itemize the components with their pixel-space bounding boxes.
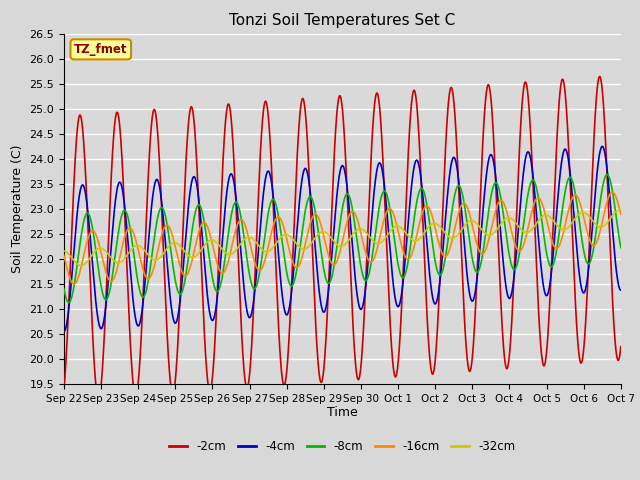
-32cm bbox=[77, 263, 85, 268]
-8cm bbox=[60, 286, 68, 292]
-4cm bbox=[598, 144, 606, 149]
-32cm bbox=[60, 248, 68, 254]
-2cm bbox=[184, 123, 192, 129]
Text: TZ_fmet: TZ_fmet bbox=[74, 43, 127, 56]
-8cm bbox=[429, 246, 437, 252]
-2cm bbox=[60, 385, 68, 391]
-2cm bbox=[246, 360, 254, 366]
-8cm bbox=[184, 256, 192, 262]
-32cm bbox=[616, 207, 624, 213]
-16cm bbox=[429, 216, 437, 222]
-4cm bbox=[502, 280, 509, 286]
-32cm bbox=[429, 221, 437, 227]
-8cm bbox=[65, 300, 72, 305]
-8cm bbox=[551, 255, 559, 261]
-2cm bbox=[502, 364, 509, 370]
Y-axis label: Soil Temperature (C): Soil Temperature (C) bbox=[11, 144, 24, 273]
-4cm bbox=[60, 329, 68, 335]
-4cm bbox=[170, 319, 178, 325]
X-axis label: Time: Time bbox=[327, 407, 358, 420]
-16cm bbox=[502, 206, 509, 212]
-8cm bbox=[171, 274, 179, 280]
-2cm bbox=[171, 383, 179, 389]
-4cm bbox=[617, 287, 625, 293]
-4cm bbox=[246, 314, 254, 320]
Line: -16cm: -16cm bbox=[64, 192, 621, 284]
-16cm bbox=[617, 211, 625, 217]
-32cm bbox=[551, 220, 559, 226]
-2cm bbox=[551, 177, 559, 183]
Line: -8cm: -8cm bbox=[64, 175, 621, 302]
-16cm bbox=[60, 252, 68, 258]
-2cm bbox=[617, 344, 625, 349]
Legend: -2cm, -4cm, -8cm, -16cm, -32cm: -2cm, -4cm, -8cm, -16cm, -32cm bbox=[164, 435, 520, 458]
Line: -4cm: -4cm bbox=[64, 146, 621, 332]
-8cm bbox=[604, 172, 611, 178]
-8cm bbox=[502, 230, 509, 236]
-2cm bbox=[596, 73, 604, 79]
-16cm bbox=[184, 270, 192, 276]
-8cm bbox=[617, 245, 625, 251]
-32cm bbox=[184, 252, 192, 258]
-4cm bbox=[551, 234, 559, 240]
-16cm bbox=[246, 243, 254, 249]
-32cm bbox=[502, 216, 509, 222]
-4cm bbox=[429, 295, 436, 301]
Line: -32cm: -32cm bbox=[64, 210, 621, 265]
-16cm bbox=[171, 241, 179, 247]
-8cm bbox=[246, 277, 254, 283]
Line: -2cm: -2cm bbox=[64, 76, 621, 399]
-32cm bbox=[171, 240, 179, 246]
-16cm bbox=[609, 189, 616, 195]
-16cm bbox=[551, 245, 559, 251]
-2cm bbox=[429, 371, 437, 376]
-32cm bbox=[246, 235, 254, 240]
-16cm bbox=[70, 281, 78, 287]
-32cm bbox=[617, 207, 625, 213]
Title: Tonzi Soil Temperatures Set C: Tonzi Soil Temperatures Set C bbox=[229, 13, 456, 28]
-2cm bbox=[95, 396, 102, 402]
-4cm bbox=[184, 210, 191, 216]
